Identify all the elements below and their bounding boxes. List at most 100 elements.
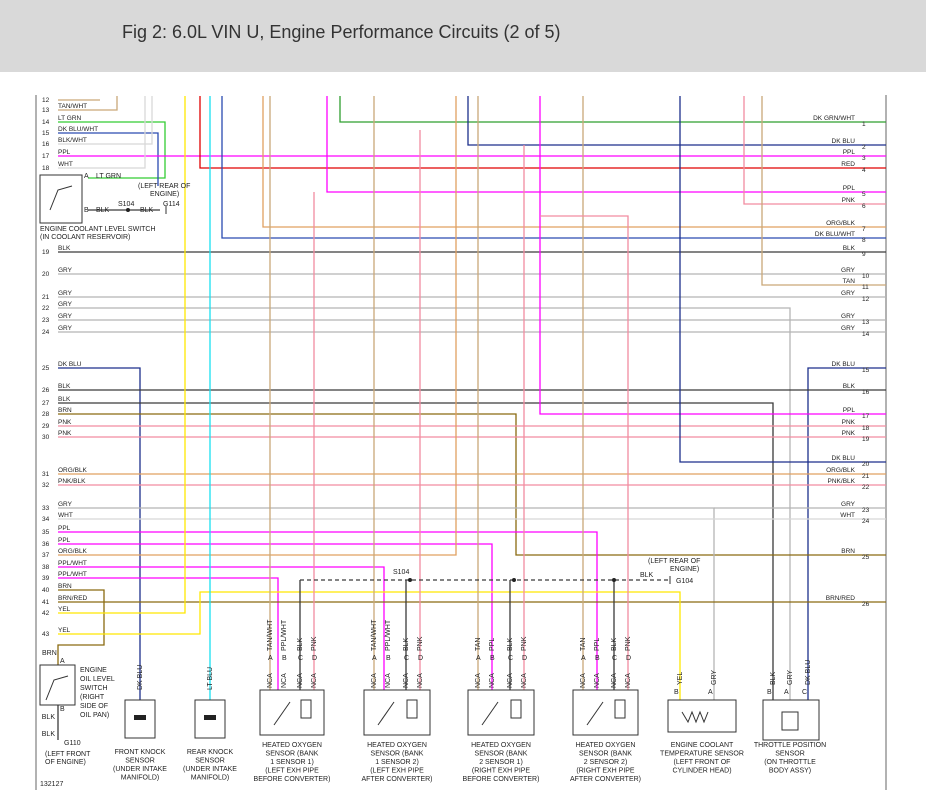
wire-label: PPL (843, 407, 856, 414)
wire-label: DK BLU (58, 361, 82, 368)
wire-label: GRY (841, 267, 856, 274)
label: BLK (770, 671, 777, 685)
label: (RIGHT (80, 694, 105, 701)
switch-symbol (45, 675, 69, 701)
pin-number: 13 (862, 319, 870, 326)
pin-code: NCA (521, 673, 528, 688)
pin-number: 26 (42, 387, 50, 394)
pin-code: NCA (475, 673, 482, 688)
wire-label: BLK/WHT (58, 137, 87, 144)
label: LT GRN (96, 173, 121, 180)
sensor-body (124, 699, 156, 739)
label: (LEFT FRONT (45, 751, 91, 758)
sensor-body (259, 689, 325, 736)
wire-label: TAN (842, 278, 855, 285)
wire (58, 591, 681, 700)
pin-number: 32 (42, 482, 50, 489)
label: SENSOR (BANK (475, 751, 528, 758)
pin-number: 15 (42, 130, 50, 137)
label: BODY ASSY) (769, 768, 811, 775)
pin-number: 14 (862, 331, 870, 338)
label: OF ENGINE) (45, 759, 86, 766)
wire-label: BLK (507, 637, 514, 651)
label: 1 SENSOR 2) (375, 759, 419, 766)
label: BLK (96, 207, 110, 214)
wire-label: WHT (58, 161, 73, 168)
wire (58, 543, 493, 690)
wire-label: PPL (58, 149, 71, 156)
label: SENSOR (BANK (266, 751, 319, 758)
wire-label: PNK/BLK (58, 478, 86, 485)
label: BEFORE CONVERTER) (463, 776, 540, 783)
wire-label: PNK (521, 636, 528, 651)
pin-letter: C (298, 655, 303, 662)
wire-label: BRN (58, 407, 72, 414)
wire-label: GRY (58, 290, 73, 297)
wire-label: BLK (843, 383, 856, 390)
pin-number: 13 (42, 107, 50, 114)
wire-label: WHT (840, 512, 855, 519)
frame (35, 95, 887, 790)
label: 2 SENSOR 1) (479, 759, 523, 766)
pin-letter: D (418, 655, 423, 662)
wire-label: BLK (297, 637, 304, 651)
wire (339, 96, 886, 123)
label: TEMPERATURE SENSOR (660, 751, 744, 758)
wire-label: DK BLU/WHT (58, 126, 98, 133)
pin-code: NCA (385, 673, 392, 688)
label: AFTER CONVERTER) (361, 776, 432, 783)
header: Fig 2: 6.0L VIN U, Engine Performance Ci… (0, 0, 926, 72)
pin-code: NCA (281, 673, 288, 688)
wire-label: PNK (417, 636, 424, 651)
label: (UNDER INTAKE (183, 766, 237, 773)
pin-letter: B (490, 655, 495, 662)
label: BLK (42, 731, 56, 738)
pin-number: 20 (862, 461, 870, 468)
pin-number: 3 (862, 155, 866, 162)
figure-code: 132127 (40, 781, 63, 788)
pin-number: 23 (42, 317, 50, 324)
wire-label: PPL (58, 525, 71, 532)
label: (IN COOLANT RESERVOIR) (40, 234, 130, 241)
sensor-body (467, 689, 535, 736)
wire-label: GRY (58, 313, 73, 320)
wire-label: YEL (58, 627, 71, 634)
label: 1 SENSOR 1) (270, 759, 314, 766)
splice-dot (126, 208, 130, 212)
pin-number: 14 (42, 119, 50, 126)
pin-number: 6 (862, 203, 866, 210)
wire-label: DK GRN/WHT (813, 115, 855, 122)
heater (510, 699, 522, 719)
pin-number: 19 (42, 249, 50, 256)
label: B (674, 689, 679, 696)
label: DK BLU (805, 660, 812, 685)
pin-number: 8 (862, 237, 866, 244)
label: BEFORE CONVERTER) (254, 776, 331, 783)
wire-label: GRY (58, 501, 73, 508)
wire-label: WHT (58, 512, 73, 519)
label: A (708, 689, 713, 696)
wire-label: GRY (58, 267, 73, 274)
thermistor (681, 710, 709, 724)
wire (58, 577, 279, 690)
pin-number: 39 (42, 575, 50, 582)
label: 2 SENSOR 2) (584, 759, 628, 766)
wire (58, 507, 715, 700)
wire (539, 96, 886, 415)
wire-label: TAN (580, 638, 587, 651)
wire-label: GRY (841, 501, 856, 508)
wire (807, 367, 886, 700)
pin-letter: A (581, 655, 586, 662)
label: SENSOR (195, 758, 225, 765)
pin-number: 24 (42, 329, 50, 336)
label: OIL LEVEL (80, 676, 115, 683)
label: S104 (393, 569, 409, 576)
wire-label: GRY (841, 313, 856, 320)
label: OIL PAN) (80, 712, 109, 719)
pin-letter: B (386, 655, 391, 662)
pin-number: 38 (42, 564, 50, 571)
wire-label: BLK (58, 383, 71, 390)
wire (540, 215, 629, 690)
wire-label: TAN (475, 638, 482, 651)
wire-label: DK BLU (832, 455, 856, 462)
